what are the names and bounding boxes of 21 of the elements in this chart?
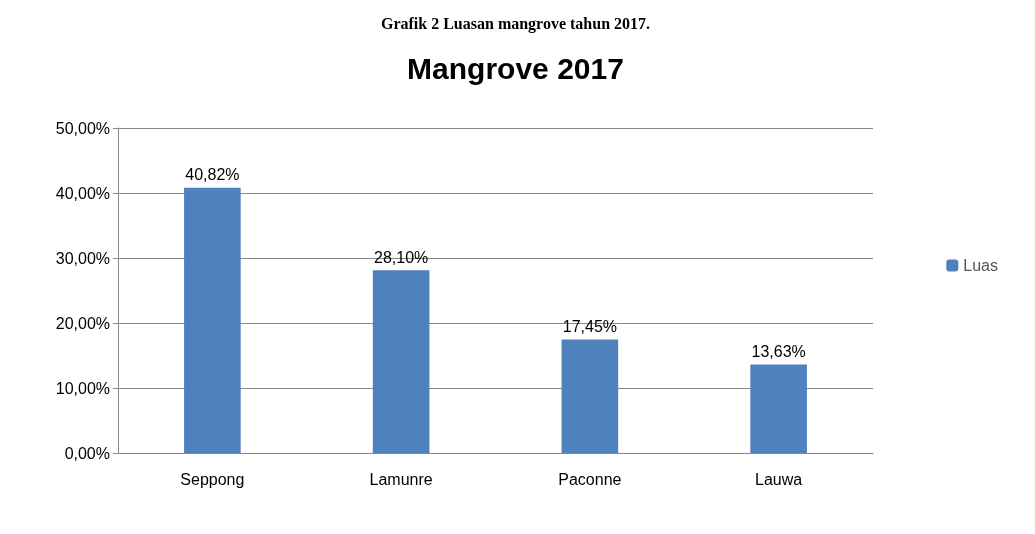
- bar: [184, 187, 241, 453]
- legend-label: Luas: [963, 257, 999, 274]
- x-tick-label: Lamunre: [369, 470, 433, 488]
- data-label: 40,82%: [185, 166, 240, 184]
- y-tick-label: 50,00%: [55, 119, 110, 137]
- y-tick-label: 10,00%: [55, 379, 110, 397]
- bar: [750, 364, 807, 453]
- text: Grafik 2 Luasan mangrove tahun 2017.: [380, 14, 651, 33]
- x-tick-label: Paconne: [558, 470, 622, 488]
- bar: [561, 339, 619, 453]
- y-tick-label: 40,00%: [55, 184, 110, 202]
- data-label: 13,63%: [751, 342, 806, 360]
- x-tick-label: Lauwa: [755, 470, 803, 488]
- chart-title: Mangrove 2017: [407, 51, 624, 85]
- x-tick-label: Seppong: [180, 470, 245, 488]
- data-label: 17,45%: [562, 318, 618, 336]
- data-label: 28,10%: [373, 248, 429, 266]
- y-tick-label: 20,00%: [55, 314, 110, 332]
- y-tick-label: 30,00%: [55, 249, 110, 267]
- y-tick-label: 0,00%: [64, 444, 110, 462]
- bar: [372, 270, 430, 453]
